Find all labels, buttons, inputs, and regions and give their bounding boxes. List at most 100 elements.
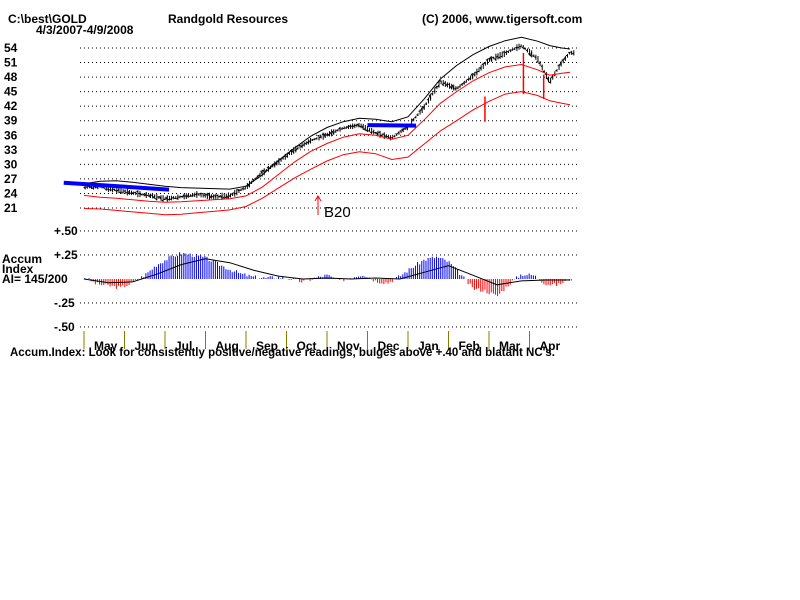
price-bar-tick [83,186,86,189]
price-bar-tick [393,135,395,138]
price-tick-label: 42 [4,99,18,113]
month-label: Mar [499,339,521,353]
price-bar-tick [542,70,545,73]
price-tick-label: 27 [4,172,18,186]
price-bar-tick [159,196,162,200]
price-bar-tick [334,131,337,133]
price-bar-tick [470,73,474,77]
price-bar-tick [184,195,187,198]
price-bar-tick [213,194,217,198]
price-bar-tick [131,192,135,195]
price-bar-tick [361,125,364,129]
price-tick-label: 48 [4,70,18,84]
price-bar-tick [285,155,288,158]
accum-grid [80,230,577,328]
price-bar-tick [203,194,206,197]
price-bar-tick [511,49,513,51]
price-bar-tick [441,83,444,86]
price-bar-tick [226,195,229,199]
price-bar-tick [224,196,227,199]
price-bar-tick [167,198,170,201]
date-range: 4/3/2007-4/9/2008 [36,23,134,37]
price-bar-tick [386,135,389,138]
price-bar-tick [367,129,370,132]
price-bar-tick [142,193,145,196]
price-bar-tick [114,189,118,192]
price-bar-tick [540,65,543,68]
price-bar-tick [355,124,358,127]
month-label: Jan [418,339,439,353]
price-tick-label: 54 [4,41,18,55]
price-bar-tick [359,125,362,128]
price-bar-tick [152,195,156,199]
price-bar-tick [106,188,109,191]
price-bar-tick [319,135,322,139]
price-tick-label: 21 [4,201,18,215]
accum-tick-label: -.25 [54,296,75,310]
price-bar-tick [420,107,423,111]
price-bar-tick [363,127,366,131]
price-bar-tick [384,135,387,138]
price-bar-tick [492,56,494,59]
moving-average [83,63,571,203]
month-label: Nov [337,339,360,353]
price-bar-tick [435,85,438,89]
month-axis: May Jun Jul Aug Sep Oct Nov Dec Jan Feb Mar Apr [83,331,560,353]
price-bar-tick [365,129,368,132]
price-tick-label: 51 [4,56,18,70]
price-bar-tick [190,194,193,197]
price-bar-tick [487,58,490,60]
price-bar-tick [211,195,214,198]
price-bar-tick [437,84,440,88]
price-bar-tick [532,55,534,57]
accum-tick-label: +.50 [54,224,78,238]
price-bar-tick [304,142,307,145]
price-bar-tick [374,131,377,134]
price-bar-tick [468,77,472,80]
price-bar-tick [321,133,324,136]
price-bar-tick [247,184,250,187]
price-bar-tick [294,149,296,152]
price-bar-tick [472,73,476,76]
price-bar-tick [239,189,242,191]
month-label: Feb [459,339,480,353]
month-label: Jul [175,339,192,353]
price-bar-tick [325,133,328,137]
price-bar-tick [176,197,179,200]
price-bar-tick [232,192,236,195]
price-bar-tick [340,128,343,130]
price-bar-tick [296,147,299,150]
month-label: Dec [378,339,400,353]
price-lines [63,36,571,216]
price-bar-tick [150,194,153,197]
price-bar-tick [117,189,120,192]
price-bar-tick [569,51,573,54]
price-bar-tick [169,198,172,201]
price-bar-tick [561,59,564,62]
price-bar-tick [144,192,147,197]
price-bar-tick [125,191,128,194]
price-bar-tick [357,123,360,127]
price-bar-tick [479,66,482,70]
price-bar-tick [323,133,326,138]
price-bar-tick [401,128,404,132]
price-bar-tick [523,47,526,50]
price-bar-tick [163,198,166,201]
buy-signal-annotation: B20 [314,195,351,221]
price-bar-tick [422,105,425,110]
price-bar-tick [209,194,213,199]
month-label: May [94,339,118,353]
price-tick-label: 45 [4,85,18,99]
accum-histogram [84,252,572,297]
price-bar-tick [451,84,455,90]
price-bar-tick [395,133,398,135]
price-bar-tick [308,140,311,143]
lower-band [83,91,571,216]
price-bar-tick [348,124,351,127]
month-label: Aug [216,339,239,353]
trendline-summer [63,180,170,192]
price-bar-tick [555,69,558,72]
price-bar-tick [350,124,354,128]
